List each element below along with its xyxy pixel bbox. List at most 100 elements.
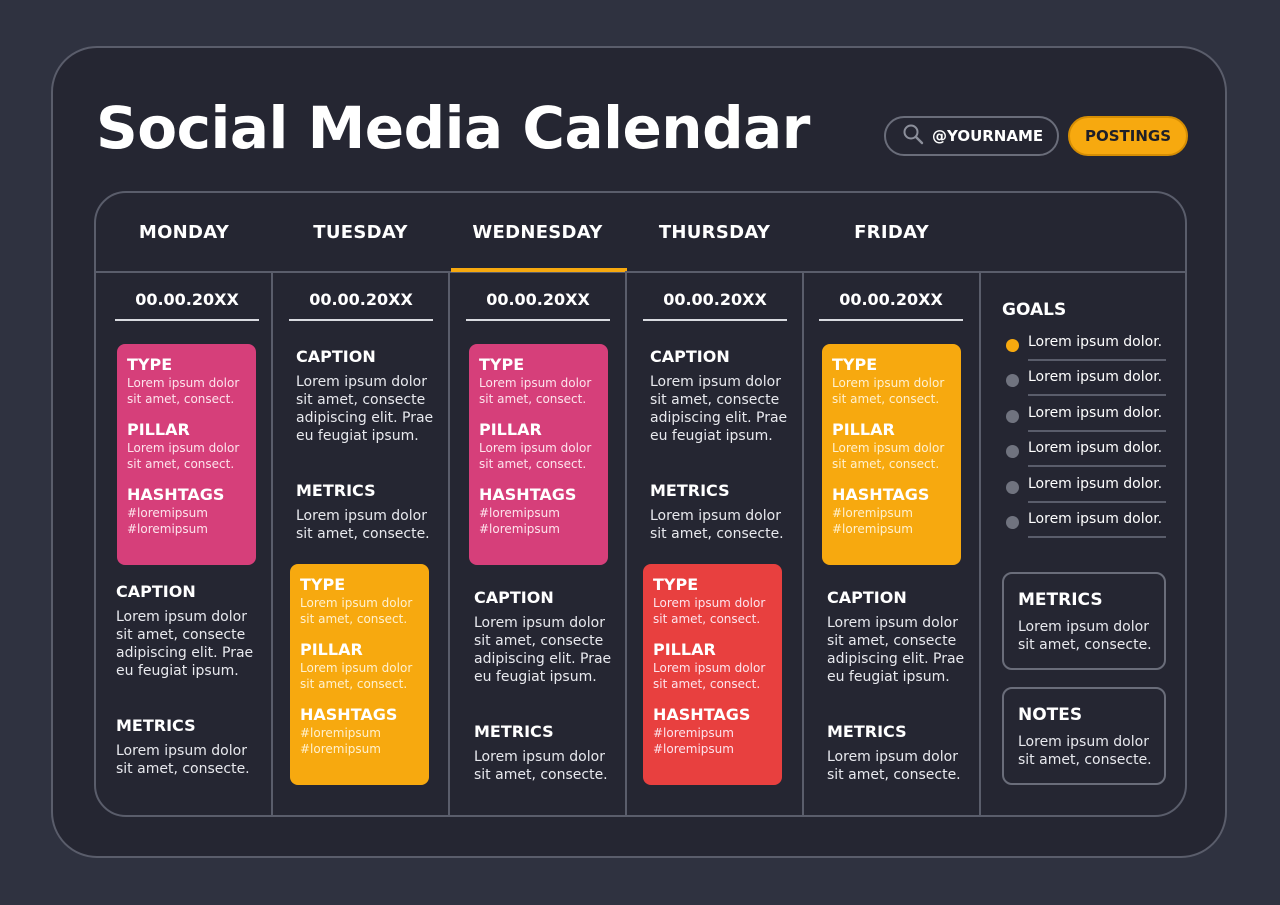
type-text: Lorem ipsum dolor sit amet, consect.	[653, 596, 766, 626]
date-thursday: 00.00.20XX	[643, 290, 787, 321]
caption-text: Lorem ipsum dolor sit amet, consecte adi…	[827, 615, 965, 685]
page-title: Social Media Calendar	[96, 94, 810, 162]
day-header-friday[interactable]: FRIDAY	[854, 221, 929, 243]
caption-label: CAPTION	[474, 588, 554, 607]
column-divider	[979, 271, 981, 815]
metrics-text: Lorem ipsum dolor sit amet, consecte.	[116, 743, 250, 777]
pillar-text: Lorem ipsum dolor sit amet, consect.	[653, 661, 766, 691]
metrics-box-title: METRICS	[1018, 590, 1103, 610]
day-header-thursday[interactable]: THURSDAY	[658, 221, 771, 243]
goal-text: Lorem ipsum dolor.	[1028, 369, 1166, 396]
goal-status-dot	[1006, 374, 1019, 387]
hashtags-text: #loremipsum #loremipsum	[300, 726, 381, 756]
metrics-text: Lorem ipsum dolor sit amet, consecte.	[650, 508, 784, 542]
goal-item[interactable]: Lorem ipsum dolor.	[1002, 365, 1166, 401]
goal-status-dot	[1006, 481, 1019, 494]
type-label: TYPE	[479, 355, 525, 374]
goal-item[interactable]: Lorem ipsum dolor.	[1002, 472, 1166, 508]
day-header-row: MONDAY TUESDAY WEDNESDAY THURSDAY FRIDAY	[96, 193, 1185, 273]
pillar-label: PILLAR	[832, 420, 895, 439]
goal-item[interactable]: Lorem ipsum dolor.	[1002, 330, 1166, 366]
post-card-tuesday[interactable]: TYPE Lorem ipsum dolor sit amet, consect…	[290, 564, 429, 785]
goal-item[interactable]: Lorem ipsum dolor.	[1002, 436, 1166, 472]
metrics-block-tuesday: METRICS Lorem ipsum dolor sit amet, cons…	[296, 481, 446, 543]
pillar-text: Lorem ipsum dolor sit amet, consect.	[479, 441, 592, 471]
caption-text: Lorem ipsum dolor sit amet, consecte adi…	[650, 374, 788, 444]
pillar-text: Lorem ipsum dolor sit amet, consect.	[127, 441, 240, 471]
metrics-label: METRICS	[296, 481, 376, 500]
pillar-label: PILLAR	[300, 640, 363, 659]
metrics-label: METRICS	[827, 722, 907, 741]
column-divider	[448, 271, 450, 815]
search-icon	[902, 123, 924, 149]
notes-box-text: Lorem ipsum dolor sit amet, consecte.	[1018, 734, 1152, 768]
goal-item[interactable]: Lorem ipsum dolor.	[1002, 401, 1166, 437]
caption-text: Lorem ipsum dolor sit amet, consecte adi…	[296, 374, 434, 444]
metrics-block-wednesday: METRICS Lorem ipsum dolor sit amet, cons…	[474, 722, 624, 784]
day-header-wednesday[interactable]: WEDNESDAY	[472, 221, 603, 243]
date-wednesday: 00.00.20XX	[466, 290, 610, 321]
goal-status-dot	[1006, 339, 1019, 352]
goal-text: Lorem ipsum dolor.	[1028, 405, 1166, 432]
post-card-wednesday[interactable]: TYPE Lorem ipsum dolor sit amet, consect…	[469, 344, 608, 565]
goal-text: Lorem ipsum dolor.	[1028, 440, 1166, 467]
metrics-block-thursday: METRICS Lorem ipsum dolor sit amet, cons…	[650, 481, 800, 543]
postings-button[interactable]: POSTINGS	[1068, 116, 1188, 156]
metrics-block-friday: METRICS Lorem ipsum dolor sit amet, cons…	[827, 722, 977, 784]
metrics-label: METRICS	[116, 716, 196, 735]
pillar-label: PILLAR	[479, 420, 542, 439]
hashtags-label: HASHTAGS	[653, 705, 751, 724]
pillar-label: PILLAR	[127, 420, 190, 439]
goals-title: GOALS	[1002, 300, 1067, 320]
hashtags-label: HASHTAGS	[479, 485, 577, 504]
notes-box-title: NOTES	[1018, 705, 1083, 725]
goal-status-dot	[1006, 445, 1019, 458]
column-divider	[271, 271, 273, 815]
goal-text: Lorem ipsum dolor.	[1028, 334, 1166, 361]
caption-label: CAPTION	[296, 347, 376, 366]
pillar-text: Lorem ipsum dolor sit amet, consect.	[832, 441, 945, 471]
notes-box[interactable]: NOTES Lorem ipsum dolor sit amet, consec…	[1002, 687, 1166, 785]
type-label: TYPE	[832, 355, 878, 374]
handle-search[interactable]: @YOURNAME	[884, 116, 1059, 156]
goal-text: Lorem ipsum dolor.	[1028, 511, 1166, 538]
metrics-label: METRICS	[474, 722, 554, 741]
date-friday: 00.00.20XX	[819, 290, 963, 321]
type-text: Lorem ipsum dolor sit amet, consect.	[832, 376, 945, 406]
day-header-tuesday[interactable]: TUESDAY	[313, 221, 408, 243]
caption-block-friday: CAPTION Lorem ipsum dolor sit amet, cons…	[827, 588, 977, 686]
post-card-monday[interactable]: TYPE Lorem ipsum dolor sit amet, consect…	[117, 344, 256, 565]
type-label: TYPE	[127, 355, 173, 374]
column-divider	[625, 271, 627, 815]
type-label: TYPE	[300, 575, 346, 594]
date-tuesday: 00.00.20XX	[289, 290, 433, 321]
caption-label: CAPTION	[116, 582, 196, 601]
caption-block-monday: CAPTION Lorem ipsum dolor sit amet, cons…	[116, 582, 266, 680]
hashtags-text: #loremipsum #loremipsum	[832, 506, 913, 536]
post-card-thursday[interactable]: TYPE Lorem ipsum dolor sit amet, consect…	[643, 564, 782, 785]
active-day-indicator	[451, 268, 627, 272]
metrics-box[interactable]: METRICS Lorem ipsum dolor sit amet, cons…	[1002, 572, 1166, 670]
metrics-block-monday: METRICS Lorem ipsum dolor sit amet, cons…	[116, 716, 266, 778]
goal-item[interactable]: Lorem ipsum dolor.	[1002, 507, 1166, 543]
hashtags-text: #loremipsum #loremipsum	[479, 506, 560, 536]
column-divider	[802, 271, 804, 815]
type-text: Lorem ipsum dolor sit amet, consect.	[300, 596, 413, 626]
hashtags-label: HASHTAGS	[300, 705, 398, 724]
handle-text: @YOURNAME	[932, 127, 1044, 145]
type-text: Lorem ipsum dolor sit amet, consect.	[127, 376, 240, 406]
day-header-monday[interactable]: MONDAY	[138, 221, 230, 243]
type-label: TYPE	[653, 575, 699, 594]
hashtags-label: HASHTAGS	[127, 485, 225, 504]
pillar-text: Lorem ipsum dolor sit amet, consect.	[300, 661, 413, 691]
caption-block-wednesday: CAPTION Lorem ipsum dolor sit amet, cons…	[474, 588, 624, 686]
calendar-panel: MONDAY TUESDAY WEDNESDAY THURSDAY FRIDAY…	[94, 191, 1187, 817]
caption-text: Lorem ipsum dolor sit amet, consecte adi…	[474, 615, 612, 685]
post-card-friday[interactable]: TYPE Lorem ipsum dolor sit amet, consect…	[822, 344, 961, 565]
hashtags-label: HASHTAGS	[832, 485, 930, 504]
date-monday: 00.00.20XX	[115, 290, 259, 321]
metrics-text: Lorem ipsum dolor sit amet, consecte.	[296, 508, 430, 542]
hashtags-text: #loremipsum #loremipsum	[127, 506, 208, 536]
type-text: Lorem ipsum dolor sit amet, consect.	[479, 376, 592, 406]
caption-block-thursday: CAPTION Lorem ipsum dolor sit amet, cons…	[650, 347, 800, 445]
